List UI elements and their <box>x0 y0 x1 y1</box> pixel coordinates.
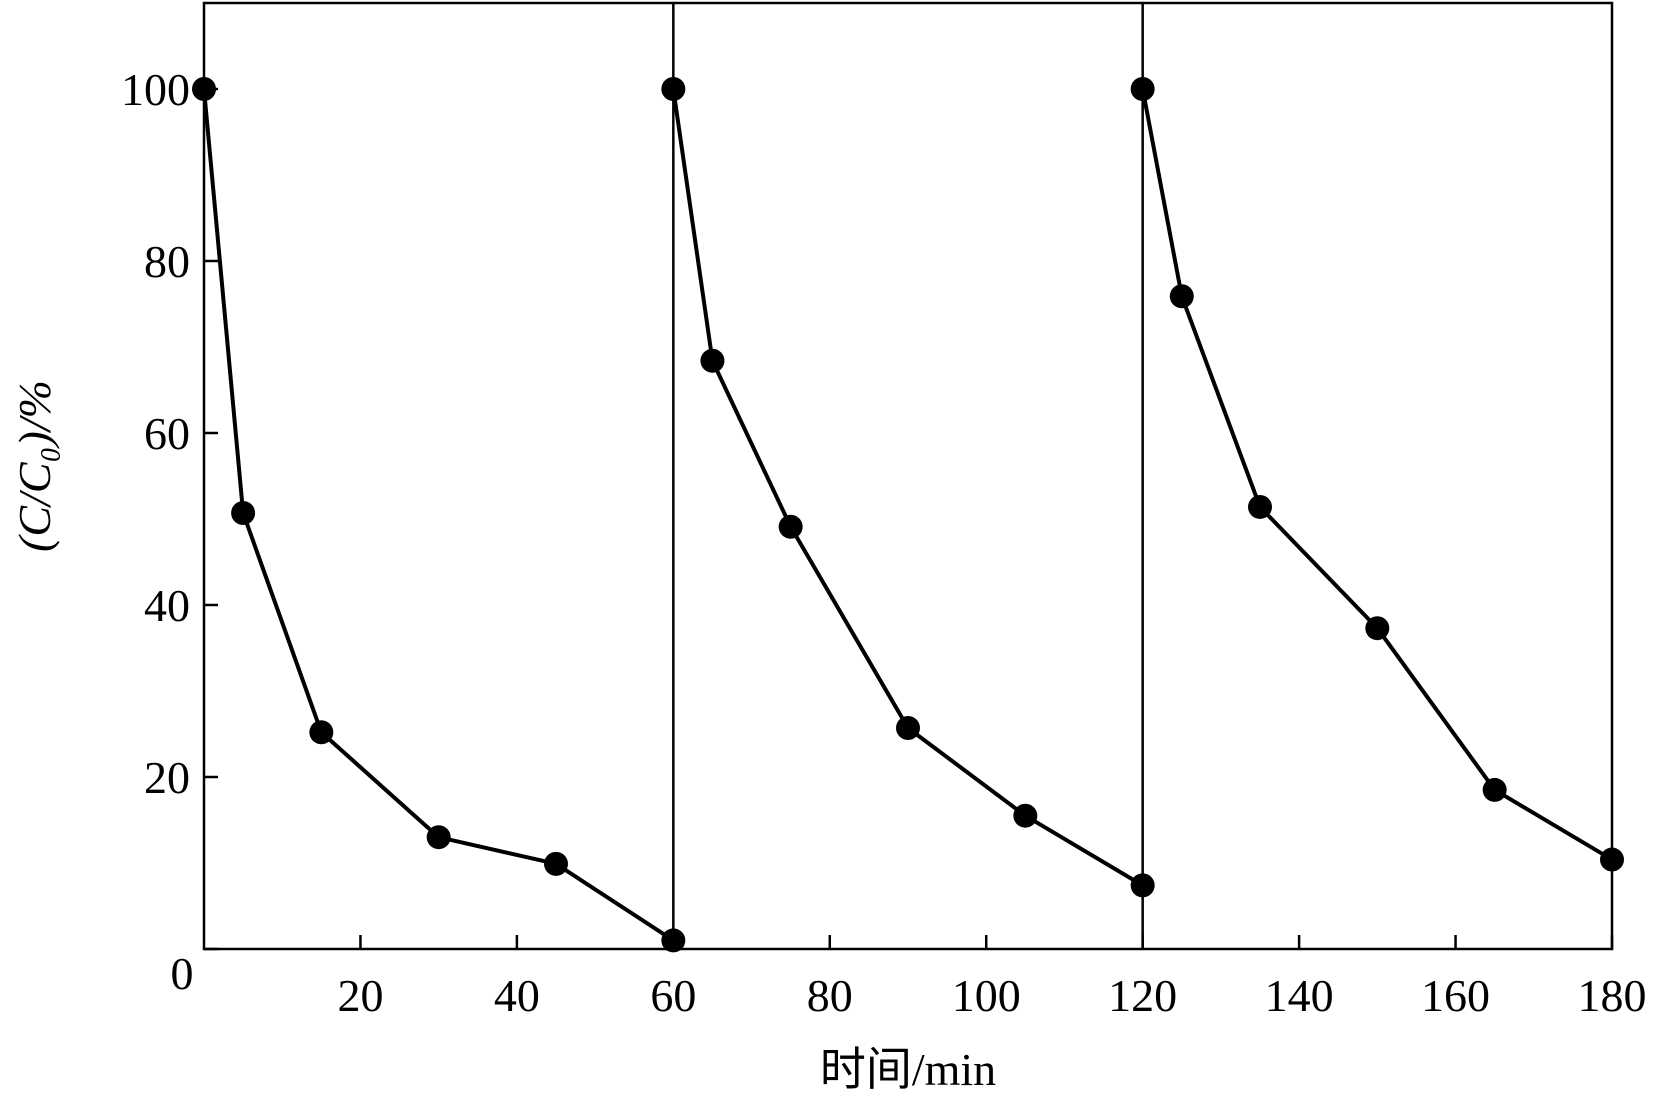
data-point <box>661 928 686 953</box>
x-tick-label: 180 <box>1578 970 1647 1021</box>
x-axis-label: 时间/min <box>820 1044 996 1095</box>
y-tick-label: 100 <box>121 64 190 115</box>
x-tick-label: 40 <box>494 970 540 1021</box>
y-tick-label: 0 <box>171 948 194 999</box>
x-tick-label: 100 <box>952 970 1021 1021</box>
y-tick-label: 60 <box>144 408 190 459</box>
data-point <box>309 720 334 745</box>
data-point <box>231 500 256 525</box>
x-tick-label: 160 <box>1421 970 1490 1021</box>
data-point <box>1130 873 1155 898</box>
data-point <box>778 514 803 539</box>
data-point <box>1169 284 1194 309</box>
data-point <box>1600 847 1624 872</box>
series-line <box>671 88 1144 888</box>
data-point <box>1248 494 1272 519</box>
y-tick-label: 40 <box>144 580 190 631</box>
data-point <box>896 715 920 740</box>
data-point <box>661 77 686 101</box>
x-tick-label: 80 <box>807 970 853 1021</box>
data-point <box>192 77 216 101</box>
x-tick-label: 140 <box>1265 970 1334 1021</box>
plot-frame <box>202 1 1614 951</box>
data-point <box>1365 616 1390 641</box>
x-tick-label: 60 <box>650 970 696 1021</box>
x-tick-label: 20 <box>337 970 383 1021</box>
x-tick-label: 120 <box>1108 970 1177 1021</box>
data-point <box>426 825 451 850</box>
data-point <box>1013 803 1038 828</box>
series-line <box>1140 88 1614 862</box>
series-line <box>202 88 675 943</box>
data-point <box>700 348 725 373</box>
data-point <box>1482 777 1507 802</box>
data-point <box>1130 77 1155 101</box>
data-point <box>544 851 568 876</box>
y-tick-label: 80 <box>144 236 190 287</box>
y-axis-label: (C/C₀)/% <box>9 380 60 552</box>
y-tick-label: 20 <box>144 752 190 803</box>
